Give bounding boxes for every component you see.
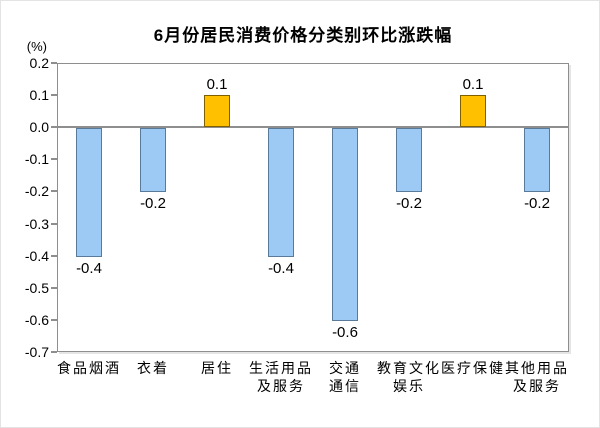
y-tick-label: -0.5 <box>24 279 49 296</box>
y-tick-label: 0.0 <box>29 119 49 136</box>
y-tick-mark <box>51 62 57 64</box>
bar <box>268 128 294 257</box>
y-tick-label: -0.2 <box>24 183 49 200</box>
y-axis-unit-label: (%) <box>26 39 47 54</box>
bar-value-label: 0.1 <box>206 76 228 94</box>
bar <box>460 95 486 128</box>
y-tick-mark <box>51 126 57 129</box>
bar <box>76 128 102 257</box>
y-tick-label: -0.3 <box>24 215 49 232</box>
zero-line <box>57 126 569 129</box>
x-category-label: 医疗保健 <box>441 360 505 376</box>
bar-value-label: -0.2 <box>140 195 166 213</box>
x-category-label: 生活用品 及服务 <box>249 360 313 394</box>
bar <box>140 128 166 193</box>
bar-value-label: -0.4 <box>268 259 294 277</box>
bar-value-label: -0.2 <box>396 195 422 213</box>
x-category-label: 教育文化 娱乐 <box>377 360 441 394</box>
y-tick-mark <box>51 286 57 289</box>
y-tick-label: -0.4 <box>24 247 49 264</box>
x-category-label: 食品烟酒 <box>57 360 121 376</box>
y-tick-mark <box>51 318 57 321</box>
y-tick-mark <box>51 254 57 257</box>
bar <box>204 95 230 128</box>
y-tick-label: 0.2 <box>29 55 49 71</box>
bar-value-label: -0.6 <box>332 323 358 341</box>
bar <box>524 128 550 193</box>
chart-title: 6月份居民消费价格分类别环比涨跌幅 <box>153 26 453 45</box>
y-tick-label: -0.7 <box>24 344 49 360</box>
y-tick-label: -0.6 <box>24 311 49 328</box>
bar-value-label: 0.1 <box>462 76 484 94</box>
y-tick-mark <box>51 158 57 161</box>
y-tick-label: -0.1 <box>24 151 49 168</box>
y-tick-label: 0.1 <box>29 87 49 104</box>
bar-value-label: -0.2 <box>524 195 550 213</box>
bar-value-label: -0.4 <box>76 259 102 277</box>
x-category-label: 交通 通信 <box>329 360 361 394</box>
y-tick-mark <box>51 351 57 353</box>
y-tick-mark <box>51 94 57 97</box>
y-tick-mark <box>51 190 57 193</box>
x-category-label: 衣着 <box>137 360 169 376</box>
bar <box>332 128 358 321</box>
x-category-label: 居住 <box>201 360 233 376</box>
bar <box>396 128 422 193</box>
y-tick-mark <box>51 222 57 225</box>
x-category-label: 其他用品 及服务 <box>505 360 569 394</box>
